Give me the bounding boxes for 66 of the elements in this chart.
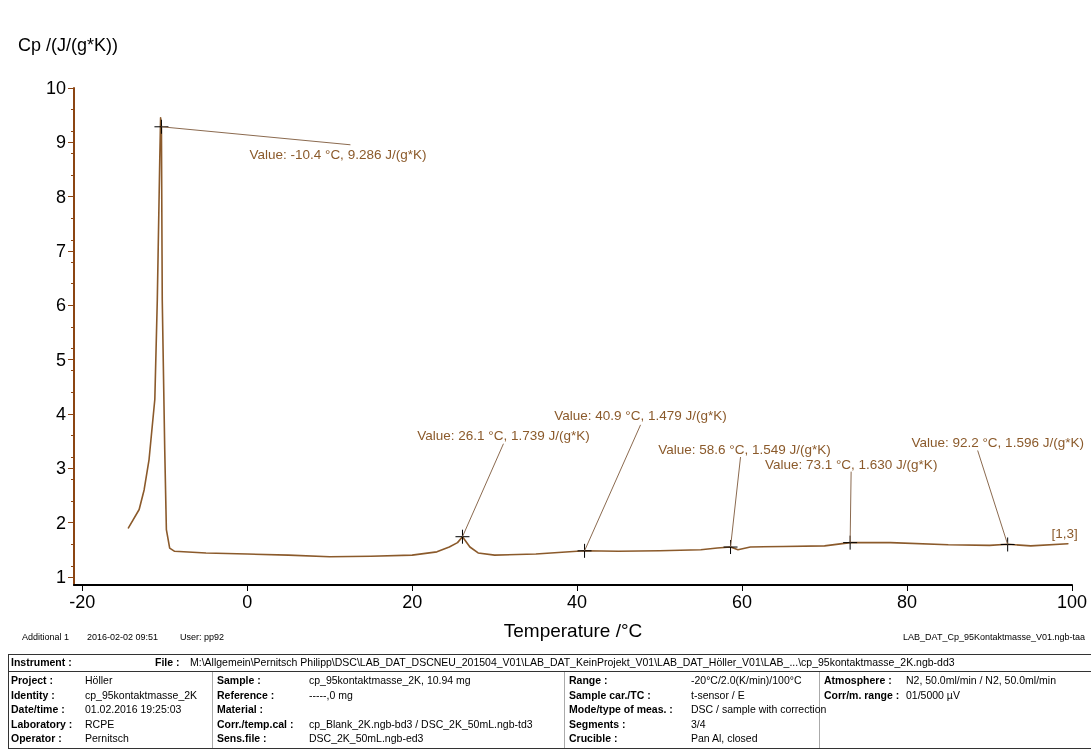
text: 01.02.2016 19:25:03	[85, 703, 182, 716]
y-tick-label: 8	[55, 186, 66, 207]
text: File :	[155, 656, 180, 668]
text: -----,0 mg	[309, 688, 353, 701]
y-tick-label: 10	[45, 78, 66, 98]
text: cp_95kontaktmasse_2K	[85, 688, 198, 701]
text: Crucible :	[569, 732, 618, 745]
text: N2, 50.0ml/min / N2, 50.0ml/min	[906, 674, 1056, 686]
text: User: pp92	[180, 632, 225, 642]
text: Pernitsch	[85, 732, 129, 745]
y-tick-label: 6	[55, 295, 66, 316]
x-tick-label: 40	[567, 592, 588, 612]
text: Additional 1	[22, 632, 70, 642]
annotation: Value: 92.2 °C, 1.596 J/(g*K)	[911, 434, 1084, 450]
text: Instrument :	[11, 656, 72, 668]
text: Reference :	[217, 688, 275, 701]
text: -20°C/2.0(K/min)/100°C	[691, 674, 802, 686]
annotation: Value: 58.6 °C, 1.549 J/(g*K)	[658, 441, 831, 457]
x-tick-label: -20	[69, 592, 96, 612]
text: DSC / sample with correction	[691, 703, 827, 716]
annotation: [1,3]	[1051, 526, 1078, 542]
annotation: Value: -10.4 °C, 9.286 J/(g*K)	[249, 147, 427, 163]
text: t-sensor / E	[691, 688, 745, 701]
text: Sens.file :	[217, 732, 267, 745]
text: Pan Al, closed	[691, 732, 758, 745]
annotation: Value: 73.1 °C, 1.630 J/(g*K)	[764, 457, 938, 473]
text: Sample car./TC :	[569, 688, 651, 701]
text: Corr/m. range :	[824, 688, 900, 701]
text: cp_Blank_2K.ngb-bd3 / DSC_2K_50mL.ngb-td3	[309, 717, 533, 730]
x-tick-label: 80	[897, 592, 918, 612]
x-tick-label: 100	[1056, 592, 1088, 612]
text: 3/4	[691, 717, 706, 730]
text: Identity :	[11, 688, 55, 701]
y-tick-label: 2	[55, 512, 66, 533]
text: 2016-02-02 09:51	[87, 632, 159, 642]
text: Date/time :	[11, 703, 65, 716]
y-axis-title: Cp /(J/(g*K))	[18, 35, 119, 55]
y-tick-label: 3	[55, 458, 66, 479]
text: Segments :	[569, 717, 626, 730]
x-tick-label: 0	[242, 592, 253, 612]
text: Material :	[217, 703, 264, 716]
y-tick-label: 9	[55, 132, 66, 153]
x-axis-title: Temperature /°C	[503, 620, 643, 641]
text: Atmosphere :	[824, 674, 892, 686]
text: LAB_DAT_Cp_95Kontaktmasse_V01.ngb-taa	[903, 632, 1085, 642]
y-tick-label: 7	[55, 240, 66, 261]
text: DSC_2K_50mL.ngb-ed3	[309, 732, 424, 745]
text: Sample :	[217, 674, 261, 686]
text: Höller	[85, 674, 113, 686]
text: M:\Allgemein\Pernitsch Philipp\DSC\LAB_DAT_DSCNEU_201504_V01\LAB_DAT_KeinProjekt_V01\LAB_DAT_Höller_V01\LAB_...\cp_95kontaktmasse_2K.ngb-dd3	[190, 656, 955, 668]
x-tick-label: 20	[402, 592, 423, 612]
annotation: Value: 26.1 °C, 1.739 J/(g*K)	[417, 428, 590, 444]
y-tick-label: 5	[55, 349, 66, 370]
text: cp_95kontaktmasse_2K, 10.94 mg	[309, 674, 471, 686]
x-tick-label: 60	[732, 592, 753, 612]
text: Operator :	[11, 732, 62, 745]
text: Laboratory :	[11, 717, 73, 730]
annotation: Value: 40.9 °C, 1.479 J/(g*K)	[554, 408, 727, 424]
text: Corr./temp.cal :	[217, 717, 294, 730]
y-tick-label: 4	[55, 403, 66, 424]
y-tick-label: 1	[55, 566, 66, 587]
text: RCPE	[85, 717, 115, 730]
text: Project :	[11, 674, 54, 686]
text: Mode/type of meas. :	[569, 703, 673, 716]
text: 01/5000 µV	[906, 688, 960, 701]
text: Range :	[569, 674, 608, 686]
